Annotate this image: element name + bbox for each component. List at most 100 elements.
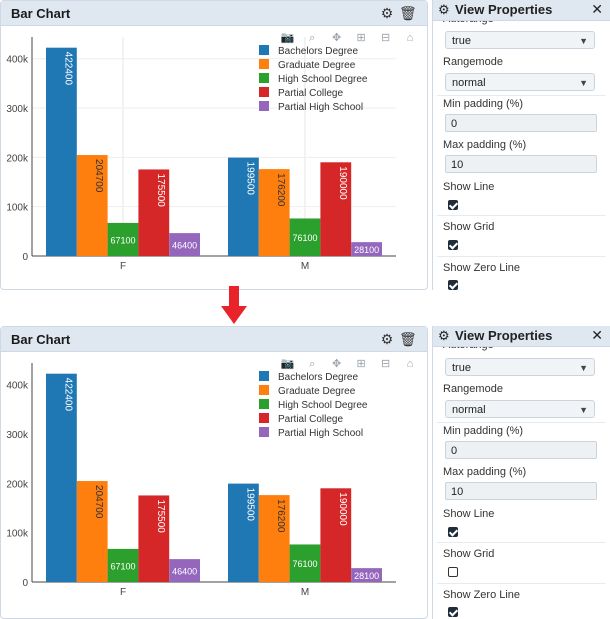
trash-icon[interactable]: 🗑 bbox=[399, 5, 417, 21]
show-line-label: Show Line bbox=[443, 181, 495, 193]
legend-label[interactable]: Bachelors Degree bbox=[278, 46, 358, 57]
close-icon[interactable]: ✕ bbox=[591, 1, 603, 17]
zoom-in-icon[interactable]: ⊞ bbox=[356, 358, 366, 370]
gear-icon[interactable]: ⚙ bbox=[380, 5, 394, 21]
y-tick-label: 400k bbox=[6, 55, 29, 66]
bar-chart-plot: 0 100k 200k 300k 400k 422400 204700 67100 175500… bbox=[6, 37, 396, 272]
autorange-select[interactable]: true ▼ bbox=[445, 31, 595, 49]
legend-label[interactable]: Graduate Degree bbox=[278, 386, 356, 397]
chart-panel: Bar Chart ⚙ 🗑 📷 ⌕ ✥ ⊞ ⊟ ⌂ 0 100k 200k 300k 4… bbox=[0, 0, 428, 290]
bar[interactable] bbox=[107, 548, 139, 582]
legend-swatch bbox=[259, 427, 269, 437]
x-tick-label: F bbox=[120, 587, 126, 598]
bar[interactable] bbox=[289, 218, 321, 256]
legend-label[interactable]: Partial College bbox=[278, 414, 343, 425]
bar-value-label: 67100 bbox=[110, 561, 135, 571]
bar[interactable] bbox=[320, 488, 352, 582]
view-properties-title: View Properties bbox=[455, 2, 553, 17]
legend-swatch bbox=[259, 385, 269, 395]
bar[interactable] bbox=[258, 495, 290, 582]
bar[interactable] bbox=[228, 483, 259, 582]
zoom-icon[interactable]: ⌕ bbox=[309, 358, 316, 370]
y-tick-label: 0 bbox=[22, 252, 28, 263]
show-grid-checkbox[interactable] bbox=[448, 240, 458, 250]
gear-icon: ⚙ bbox=[438, 2, 450, 17]
bar[interactable] bbox=[228, 157, 259, 256]
chart-panel-title: Bar Chart bbox=[11, 332, 71, 347]
legend-label[interactable]: Partial College bbox=[278, 88, 343, 99]
bar[interactable] bbox=[76, 481, 108, 582]
legend-swatch bbox=[259, 413, 269, 423]
legend-label[interactable]: Partial High School bbox=[278, 102, 363, 113]
zoom-out-icon[interactable]: ⊟ bbox=[380, 32, 391, 44]
bar[interactable] bbox=[138, 169, 170, 256]
bar-value-label: 190000 bbox=[337, 492, 348, 526]
show-grid-checkbox[interactable] bbox=[448, 567, 458, 577]
max-padding-input[interactable]: 10 bbox=[445, 155, 597, 173]
autorange-select[interactable]: true ▼ bbox=[445, 358, 595, 376]
bar-value-label: 422400 bbox=[62, 52, 73, 86]
divider bbox=[437, 256, 606, 257]
chevron-down-icon: ▼ bbox=[579, 363, 588, 373]
bar-chart-plot: 0 100k 200k 300k 400k 422400 204700 67100 175500… bbox=[6, 363, 396, 598]
y-tick-label: 300k bbox=[6, 104, 29, 115]
zoom-out-icon[interactable]: ⊟ bbox=[380, 358, 391, 370]
bar[interactable] bbox=[289, 544, 321, 582]
bar[interactable] bbox=[258, 169, 290, 256]
bar-value-label: 175500 bbox=[155, 173, 166, 207]
legend-label[interactable]: Graduate Degree bbox=[278, 60, 356, 71]
before-frame: Bar Chart ⚙ 🗑 📷 ⌕ ✥ ⊞ ⊟ ⌂ 0 100k 200k 300k 4… bbox=[0, 0, 610, 290]
chart-modebar: 📷 ⌕ ✥ ⊞ ⊟ ⌂ bbox=[275, 354, 417, 370]
bar[interactable] bbox=[76, 155, 108, 256]
zoom-in-icon[interactable]: ⊞ bbox=[356, 32, 366, 44]
legend-label[interactable]: High School Degree bbox=[278, 400, 368, 411]
rangemode-value: normal bbox=[452, 404, 486, 416]
rangemode-select[interactable]: normal ▼ bbox=[445, 400, 595, 418]
bar[interactable] bbox=[351, 242, 382, 256]
show-line-checkbox[interactable] bbox=[448, 527, 458, 537]
bar[interactable] bbox=[138, 495, 170, 582]
rangemode-value: normal bbox=[452, 77, 486, 89]
gear-icon[interactable]: ⚙ bbox=[380, 331, 394, 347]
close-icon[interactable]: ✕ bbox=[591, 327, 603, 343]
bar[interactable] bbox=[46, 373, 77, 582]
chart-modebar: 📷 ⌕ ✥ ⊞ ⊟ ⌂ bbox=[275, 28, 417, 44]
min-padding-input[interactable]: 0 bbox=[445, 441, 597, 459]
x-tick-label: F bbox=[120, 261, 126, 272]
min-padding-label: Min padding (%) bbox=[443, 425, 524, 437]
bar[interactable] bbox=[46, 47, 77, 257]
trash-icon[interactable]: 🗑 bbox=[399, 331, 417, 347]
zoom-icon[interactable]: ⌕ bbox=[309, 32, 316, 44]
show-line-checkbox[interactable] bbox=[448, 200, 458, 210]
arrow-down-icon bbox=[221, 286, 247, 326]
bar-value-label: 67100 bbox=[110, 235, 135, 245]
home-icon[interactable]: ⌂ bbox=[406, 32, 414, 44]
max-padding-input[interactable]: 10 bbox=[445, 482, 597, 500]
show-zero-line-checkbox[interactable] bbox=[448, 280, 458, 290]
camera-icon[interactable]: 📷 bbox=[280, 32, 295, 44]
show-line-label: Show Line bbox=[443, 508, 495, 520]
bar-value-label: 46400 bbox=[172, 567, 197, 577]
bar-value-label: 28100 bbox=[354, 571, 379, 581]
y-tick-label: 100k bbox=[6, 529, 29, 540]
bar[interactable] bbox=[320, 162, 352, 256]
min-padding-input[interactable]: 0 bbox=[445, 114, 597, 132]
bar[interactable] bbox=[351, 568, 382, 582]
chart-panel-header: Bar Chart ⚙ 🗑 bbox=[1, 327, 427, 352]
pan-icon[interactable]: ✥ bbox=[332, 358, 342, 370]
legend-swatch bbox=[259, 101, 269, 111]
rangemode-select[interactable]: normal ▼ bbox=[445, 73, 595, 91]
bar[interactable] bbox=[169, 233, 200, 256]
view-properties-header: ⚙ View Properties ✕ bbox=[433, 326, 610, 347]
home-icon[interactable]: ⌂ bbox=[406, 358, 414, 370]
bar[interactable] bbox=[107, 222, 139, 256]
show-zero-line-checkbox[interactable] bbox=[448, 607, 458, 617]
bar[interactable] bbox=[169, 559, 200, 582]
show-zero-line-label: Show Zero Line bbox=[443, 262, 521, 274]
legend-label[interactable]: Partial High School bbox=[278, 428, 363, 439]
legend-label[interactable]: Bachelors Degree bbox=[278, 372, 358, 383]
camera-icon[interactable]: 📷 bbox=[280, 358, 295, 370]
legend-label[interactable]: High School Degree bbox=[278, 74, 368, 85]
min-padding-label: Min padding (%) bbox=[443, 98, 524, 110]
pan-icon[interactable]: ✥ bbox=[332, 32, 342, 44]
